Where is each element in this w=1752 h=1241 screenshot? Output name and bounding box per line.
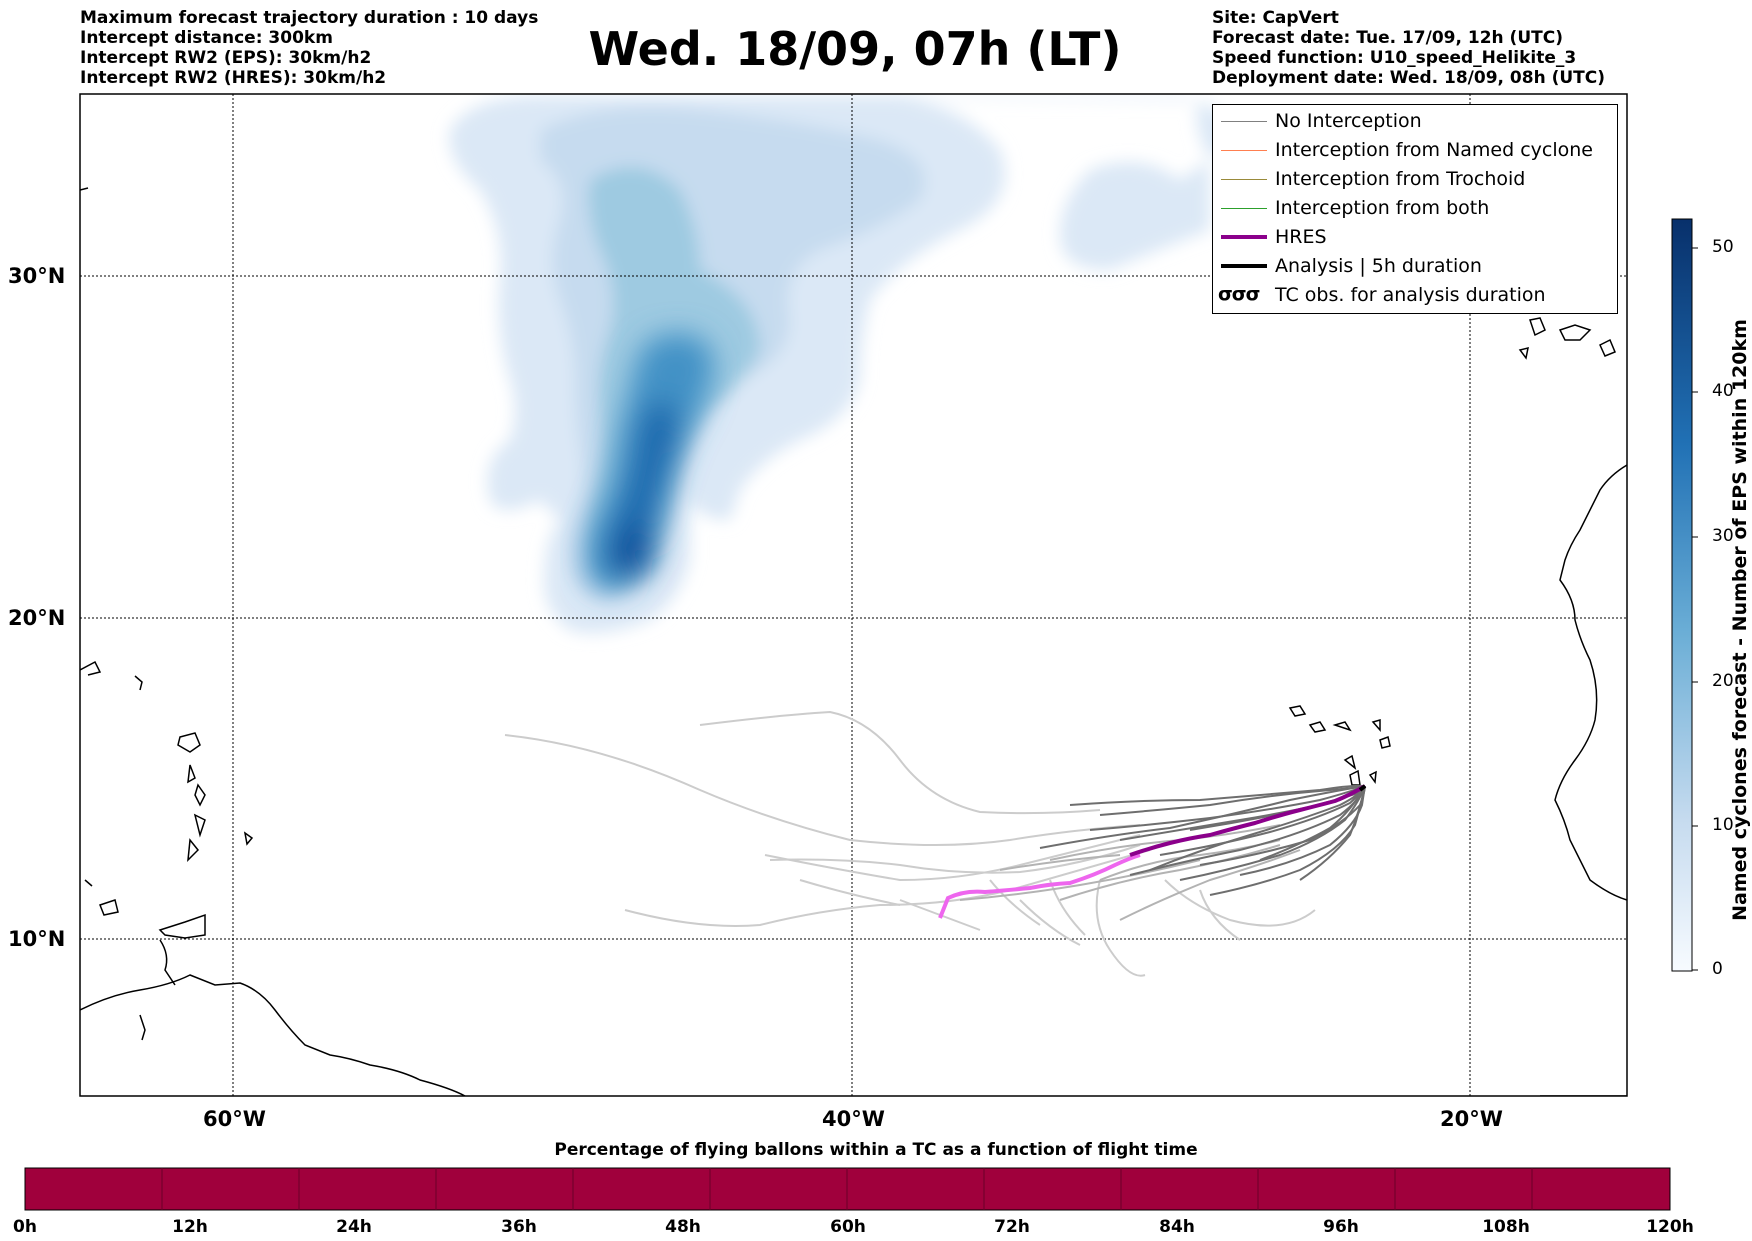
header-left-info: Maximum forecast trajectory duration : 1… (80, 8, 538, 88)
trajectories (504, 710, 1367, 977)
site-text: Site: CapVert (1212, 8, 1339, 28)
lon-label-20w: 20°W (1440, 1107, 1503, 1131)
density-colorbar (1671, 218, 1698, 972)
hres-trajectory-early (938, 853, 1141, 919)
lat-label-30n: 30°N (8, 264, 66, 288)
header-right-info: Site: CapVert Forecast date: Tue. 17/09,… (1212, 8, 1605, 88)
legend-swatch (1221, 235, 1267, 239)
legend-item-hres: HRES (1213, 225, 1617, 249)
legend-label: TC obs. for analysis duration (1275, 284, 1546, 306)
near-site-trajectories (1039, 784, 1366, 896)
colorbar-tick-10: 10 (1712, 815, 1734, 835)
legend-swatch (1221, 264, 1267, 268)
legend-label: HRES (1275, 226, 1327, 248)
lon-label-40w: 40°W (822, 1107, 885, 1131)
legend-label: No Interception (1275, 110, 1422, 132)
intercept-eps-text: Intercept RW2 (EPS): 30km/h2 (80, 48, 372, 68)
deployment-date-text: Deployment date: Wed. 18/09, 08h (UTC) (1212, 68, 1606, 88)
legend-item-named-cyclone: Interception from Named cyclone (1213, 138, 1617, 162)
legend-swatch (1221, 150, 1267, 151)
analysis-trajectory (1358, 784, 1367, 792)
forecast-date-text: Forecast date: Tue. 17/09, 12h (UTC) (1212, 28, 1563, 48)
flight-tick-60h: 60h (830, 1217, 866, 1237)
flight-time-bar (24, 1167, 1671, 1211)
flight-tick-96h: 96h (1323, 1217, 1359, 1237)
flight-tick-72h: 72h (994, 1217, 1030, 1237)
map-legend: No Interception Interception from Named … (1212, 104, 1618, 314)
max-duration-text: Maximum forecast trajectory duration : 1… (80, 8, 539, 28)
flight-tick-36h: 36h (501, 1217, 537, 1237)
legend-label: Interception from both (1275, 197, 1490, 219)
speed-function-text: Speed function: U10_speed_Helikite_3 (1212, 48, 1577, 68)
flight-tick-108h: 108h (1482, 1217, 1530, 1237)
colorbar-tick-40: 40 (1712, 381, 1734, 401)
coastlines (80, 187, 1627, 1096)
flight-tick-48h: 48h (665, 1217, 701, 1237)
legend-item-no-interception: No Interception (1213, 109, 1617, 133)
page-title: Wed. 18/09, 07h (LT) (588, 22, 1122, 76)
flight-tick-12h: 12h (172, 1217, 208, 1237)
flight-time-bar-title: Percentage of flying ballons within a TC… (554, 1140, 1198, 1160)
legend-swatch (1221, 121, 1267, 122)
hres-trajectory-late (1129, 784, 1367, 857)
lat-label-20n: 20°N (8, 606, 66, 630)
legend-label: Interception from Trochoid (1275, 168, 1526, 190)
lon-label-60w: 60°W (203, 1107, 266, 1131)
tc-symbol-icon: σσσ (1218, 283, 1260, 305)
map-frame (79, 93, 1628, 1097)
legend-item-both: Interception from both (1213, 196, 1617, 220)
legend-item-tc-obs: σσσ TC obs. for analysis duration (1213, 283, 1617, 307)
flight-tick-84h: 84h (1159, 1217, 1195, 1237)
lat-label-10n: 10°N (8, 927, 66, 951)
intercept-distance-text: Intercept distance: 300km (80, 28, 333, 48)
flight-tick-0h: 0h (13, 1217, 37, 1237)
colorbar-tick-50: 50 (1712, 237, 1734, 257)
legend-swatch (1221, 208, 1267, 209)
colorbar-label: Named cyclones forecast - Number of EPS … (1729, 319, 1751, 921)
flight-tick-24h: 24h (336, 1217, 372, 1237)
legend-label: Analysis | 5h duration (1275, 255, 1482, 277)
colorbar-tick-30: 30 (1712, 526, 1734, 546)
colorbar-tick-20: 20 (1712, 671, 1734, 691)
colorbar-tick-0: 0 (1712, 959, 1723, 979)
legend-item-trochoid: Interception from Trochoid (1213, 167, 1617, 191)
flight-tick-120h: 120h (1646, 1217, 1694, 1237)
no-interception-trajectories-far (504, 710, 1316, 977)
legend-swatch (1221, 179, 1267, 180)
legend-label: Interception from Named cyclone (1275, 139, 1593, 161)
eps-density-field (449, 96, 1229, 634)
intercept-hres-text: Intercept RW2 (HRES): 30km/h2 (80, 68, 387, 88)
legend-item-analysis: Analysis | 5h duration (1213, 254, 1617, 278)
